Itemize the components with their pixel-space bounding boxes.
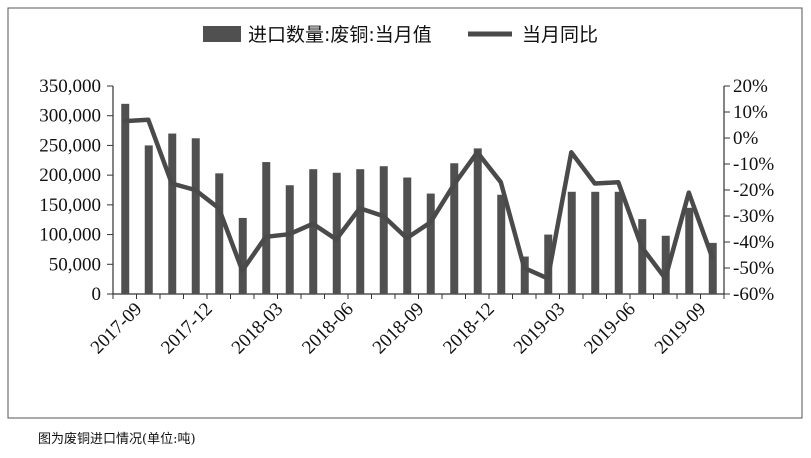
x-tick-label: 2017-12 <box>157 299 217 359</box>
chart-frame <box>7 7 803 419</box>
right-tick-label: -30% <box>733 206 774 227</box>
bar-series <box>121 103 717 294</box>
bar <box>567 191 576 294</box>
bar <box>520 256 529 294</box>
figure-caption: 图为废铜进口情况(单位:吨) <box>38 432 196 447</box>
bar <box>285 185 294 294</box>
bar <box>473 148 482 294</box>
right-tick-label: 0% <box>733 128 759 149</box>
bar <box>238 217 247 294</box>
x-tick-label: 2019-09 <box>651 299 711 359</box>
x-tick-label: 2018-03 <box>228 299 288 359</box>
x-tick-label: 2019-03 <box>510 299 570 359</box>
bar <box>661 235 670 294</box>
bar <box>614 191 623 294</box>
bar <box>708 242 717 294</box>
right-tick-label: -40% <box>733 232 774 253</box>
line-series <box>122 117 715 281</box>
right-tick-label: -50% <box>733 258 774 279</box>
bar <box>168 133 177 294</box>
right-tick-label: -10% <box>733 154 774 175</box>
left-tick-label: 50,000 <box>49 254 101 275</box>
bar <box>262 162 271 294</box>
bar <box>121 103 130 294</box>
bar <box>215 173 224 294</box>
left-tick-label: 250,000 <box>39 135 101 156</box>
bar <box>309 169 318 294</box>
yoy-line <box>122 117 715 281</box>
x-tick-label: 2017-09 <box>87 299 147 359</box>
legend-bar-swatch <box>203 26 241 42</box>
x-tick-label: 2018-06 <box>298 299 358 359</box>
bar <box>591 191 600 294</box>
right-tick-label: 20% <box>733 76 768 97</box>
left-tick-label: 100,000 <box>39 225 101 246</box>
bar <box>332 172 341 294</box>
left-tick-label: 200,000 <box>39 165 101 186</box>
bar <box>638 219 647 294</box>
left-tick-label: 0 <box>92 284 102 305</box>
x-tick-label: 2018-09 <box>369 299 429 359</box>
legend: 进口数量:废铜:当月值 当月同比 <box>203 24 598 46</box>
left-tick-label: 150,000 <box>39 195 101 216</box>
x-tick-label: 2019-06 <box>580 299 640 359</box>
bar <box>497 194 506 294</box>
legend-line-label: 当月同比 <box>522 24 598 46</box>
legend-bar-label: 进口数量:废铜:当月值 <box>248 24 432 46</box>
left-tick-label: 350,000 <box>39 76 101 97</box>
right-tick-label: 10% <box>733 102 768 123</box>
right-tick-label: -60% <box>733 284 774 305</box>
bar <box>426 193 435 294</box>
right-tick-label: -20% <box>733 180 774 201</box>
bar <box>450 163 459 294</box>
bar <box>191 138 200 294</box>
bar <box>685 207 694 294</box>
bar <box>356 169 365 294</box>
left-tick-label: 300,000 <box>39 106 101 127</box>
bar <box>144 145 153 294</box>
x-tick-label: 2018-12 <box>439 299 499 359</box>
bar <box>379 166 388 294</box>
